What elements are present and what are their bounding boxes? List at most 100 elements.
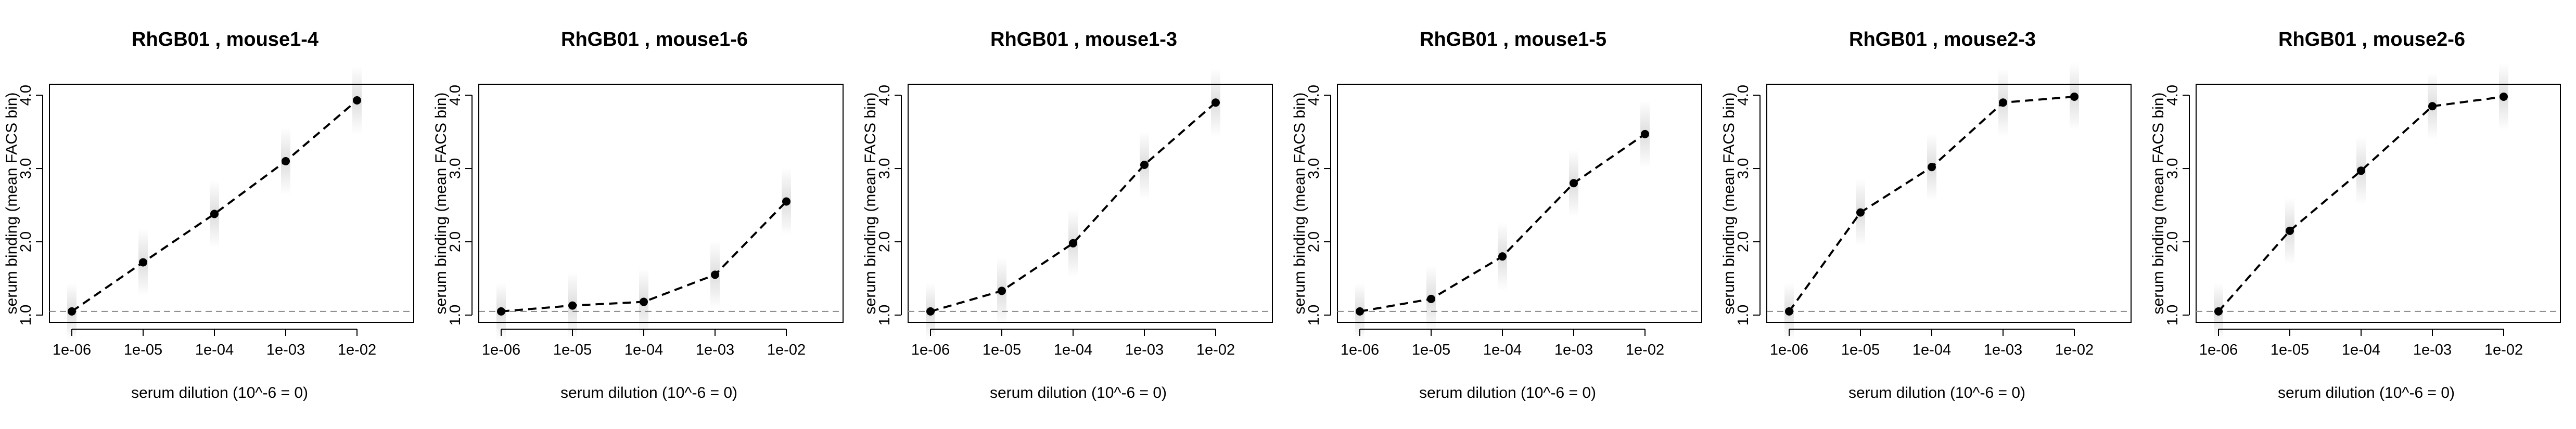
data-point [68,307,76,316]
y-tick-label: 3.0 [447,158,464,179]
x-tick-label: 1e-03 [696,342,734,358]
x-tick-label: 1e-05 [124,342,162,358]
x-axis-label: serum dilution (10^-6 = 0) [1419,384,1596,401]
y-tick-label: 4.0 [18,85,34,106]
y-tick-label: 3.0 [2164,158,2181,179]
plot-frame [1766,84,2132,323]
data-point [640,297,648,306]
x-tick-label: 1e-04 [195,342,234,358]
chart-panel-1: RhGB01 , mouse1-4 1.0 2.0 3.0 4.0 1e-06 1e-05 1… [3,29,414,401]
x-tick-label: 1e-02 [338,342,376,358]
x-tick-label: 1e-02 [2055,342,2094,358]
y-tick-label: 4.0 [447,85,464,106]
x-tick-label: 1e-03 [266,342,305,358]
x-tick-label: 1e-02 [1626,342,1664,358]
series-line [930,101,1217,313]
data-point [139,258,147,267]
series-line [2217,95,2504,313]
y-tick-label: 1.0 [876,305,893,326]
plot-frame [2196,84,2561,323]
x-axis-label: serum dilution (10^-6 = 0) [1848,384,2025,401]
x-tick-label: 1e-06 [1341,342,1379,358]
x-tick-label: 1e-03 [2413,342,2452,358]
chart-panel-6: RhGB01 , mouse2-6 1.0 2.0 3.0 4.0 1e-06 1e-05 1… [2150,29,2561,401]
y-tick-label: 3.0 [18,158,34,179]
chart-title: RhGB01 , mouse1-3 [990,29,1177,50]
x-tick-label: 1e-03 [1554,342,1593,358]
chart-title: RhGB01 , mouse1-4 [132,29,318,50]
data-point [1785,307,1793,316]
data-point [782,197,790,206]
x-tick-label: 1e-06 [482,342,520,358]
y-axis-label: serum binding (mean FACS bin) [1720,93,1738,315]
data-point [2286,226,2294,235]
chart-panel-4: RhGB01 , mouse1-5 1.0 2.0 3.0 4.0 1e-06 1e-05 1… [1291,29,1702,401]
series-line [1788,95,2075,313]
x-tick-label: 1e-02 [767,342,806,358]
data-point [2214,307,2223,316]
data-point [1356,307,1364,316]
data-point [926,307,935,316]
data-point [1641,129,1649,138]
data-point [1856,208,1865,217]
y-axis-label: serum binding (mean FACS bin) [3,93,20,315]
data-point [1570,179,1578,188]
data-point [2428,102,2437,111]
y-tick-label: 1.0 [447,305,464,326]
chart-title: RhGB01 , mouse2-6 [2278,29,2465,50]
x-tick-label: 1e-04 [624,342,663,358]
x-tick-label: 1e-06 [53,342,91,358]
plot-frame [49,84,414,323]
y-tick-label: 2.0 [447,231,464,252]
data-point [210,210,219,218]
x-tick-label: 1e-03 [1125,342,1164,358]
y-tick-label: 2.0 [2164,231,2181,252]
x-tick-label: 1e-05 [1412,342,1450,358]
data-point [2070,92,2078,101]
y-tick-label: 1.0 [2164,305,2181,326]
x-axis-label: serum dilution (10^-6 = 0) [560,384,737,401]
y-tick-label: 3.0 [876,158,893,179]
x-axis-label: serum dilution (10^-6 = 0) [2278,384,2455,401]
data-point [711,270,719,279]
x-tick-label: 1e-06 [911,342,950,358]
data-point [2500,92,2508,101]
x-tick-label: 1e-05 [2271,342,2309,358]
series-line [71,99,358,313]
x-tick-label: 1e-06 [2199,342,2238,358]
y-axis-label: serum binding (mean FACS bin) [432,93,450,315]
x-tick-label: 1e-06 [1770,342,1808,358]
plot-frame [908,84,1273,323]
chart-title: RhGB01 , mouse2-3 [1849,29,2036,50]
y-tick-label: 3.0 [1306,158,1322,179]
y-tick-label: 4.0 [876,85,893,106]
y-tick-label: 4.0 [1735,85,1752,106]
data-point [568,301,577,310]
plot-frame [478,84,844,323]
y-tick-label: 2.0 [1306,231,1322,252]
y-tick-label: 3.0 [1735,158,1752,179]
y-tick-label: 2.0 [18,231,34,252]
chart-panel-5: RhGB01 , mouse2-3 1.0 2.0 3.0 4.0 1e-06 1e-05 1… [1720,29,2132,401]
x-tick-label: 1e-05 [983,342,1021,358]
x-tick-label: 1e-04 [1054,342,1092,358]
data-point [353,96,361,105]
data-point [998,287,1006,295]
x-tick-label: 1e-04 [1912,342,1951,358]
x-tick-label: 1e-04 [1483,342,1522,358]
data-point [1999,98,2007,107]
x-tick-label: 1e-04 [2342,342,2380,358]
x-tick-label: 1e-03 [1984,342,2022,358]
x-tick-label: 1e-02 [1196,342,1235,358]
data-point [497,307,505,316]
x-axis-label: serum dilution (10^-6 = 0) [131,384,308,401]
y-tick-label: 4.0 [2164,85,2181,106]
chart-title: RhGB01 , mouse1-6 [561,29,748,50]
data-point [1069,239,1077,248]
y-tick-label: 1.0 [18,305,34,326]
chart-panel-3: RhGB01 , mouse1-3 1.0 2.0 3.0 4.0 1e-06 1e-05 1… [862,29,1273,401]
data-point [282,157,290,165]
y-axis-label: serum binding (mean FACS bin) [1291,93,1308,315]
plot-frame [1337,84,1702,323]
